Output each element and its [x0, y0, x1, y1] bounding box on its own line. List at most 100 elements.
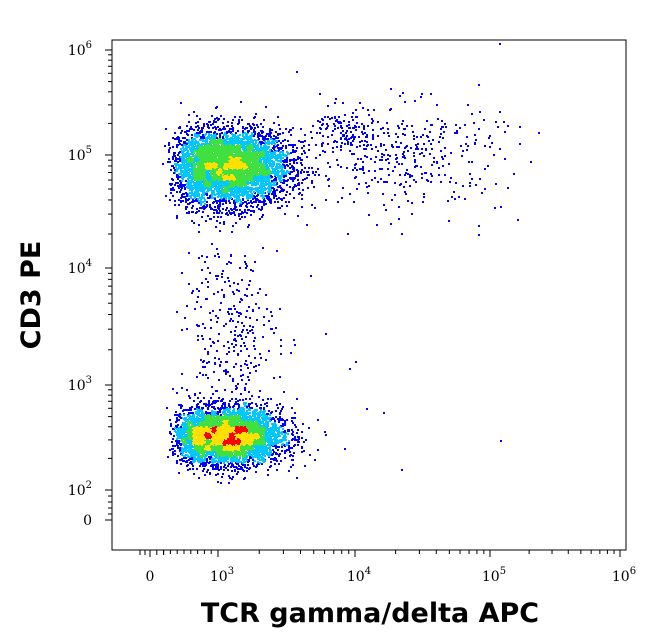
event-point	[177, 185, 179, 187]
event-point	[203, 205, 205, 207]
event-point	[176, 146, 178, 148]
event-point	[203, 125, 205, 127]
event-point	[275, 131, 277, 133]
event-point	[243, 193, 245, 195]
event-point	[217, 147, 219, 149]
event-point	[285, 201, 287, 203]
event-point	[183, 159, 185, 161]
event-point	[336, 159, 338, 161]
event-point	[280, 187, 282, 189]
event-point	[217, 192, 219, 194]
event-point	[192, 211, 194, 213]
event-point	[178, 173, 180, 175]
event-point	[231, 152, 233, 154]
event-point	[191, 140, 193, 142]
event-point	[177, 161, 179, 163]
event-point	[198, 195, 200, 197]
event-point	[288, 144, 290, 146]
event-point	[193, 111, 195, 113]
event-point	[188, 195, 190, 197]
event-point	[197, 198, 199, 200]
event-point	[238, 146, 240, 148]
event-point	[276, 140, 278, 142]
event-point	[219, 230, 221, 232]
event-point	[223, 196, 225, 198]
event-point	[228, 169, 230, 171]
event-point	[190, 180, 192, 182]
event-point	[275, 171, 277, 173]
event-point	[214, 198, 216, 200]
event-point	[251, 187, 253, 189]
event-point	[246, 206, 248, 208]
event-point	[217, 177, 219, 179]
event-point	[289, 173, 291, 175]
event-point	[238, 122, 240, 124]
event-point	[232, 176, 234, 178]
event-point	[218, 208, 220, 210]
event-point	[270, 152, 272, 154]
event-point	[275, 159, 277, 161]
event-point	[213, 212, 215, 214]
event-point	[288, 171, 290, 173]
event-point	[215, 121, 217, 123]
event-point	[268, 151, 270, 153]
event-point	[256, 165, 258, 167]
event-point	[251, 163, 253, 165]
event-point	[209, 218, 211, 220]
event-point	[210, 131, 212, 133]
event-point	[263, 119, 265, 121]
event-point	[188, 157, 190, 159]
event-point	[263, 139, 265, 141]
event-point	[190, 126, 192, 128]
event-point	[198, 147, 200, 149]
event-point	[238, 213, 240, 215]
event-point	[181, 180, 183, 182]
event-point	[308, 144, 310, 146]
event-point	[238, 163, 240, 165]
event-point	[201, 179, 203, 181]
event-point	[253, 135, 255, 137]
event-point	[223, 153, 225, 155]
event-point	[273, 188, 275, 190]
event-point	[191, 134, 193, 136]
event-point	[251, 193, 253, 195]
event-point	[286, 180, 288, 182]
event-point	[279, 177, 281, 179]
event-point	[271, 184, 273, 186]
event-point	[193, 183, 195, 185]
event-point	[198, 210, 200, 212]
event-point	[206, 173, 208, 175]
event-point	[172, 158, 174, 160]
event-point	[237, 199, 239, 201]
event-point	[231, 209, 233, 211]
event-point	[282, 182, 284, 184]
event-point	[173, 154, 175, 156]
event-point	[300, 171, 302, 173]
event-point	[237, 181, 239, 183]
event-point	[248, 224, 250, 226]
event-point	[188, 203, 190, 205]
event-point	[198, 187, 200, 189]
event-point	[189, 128, 191, 130]
event-point	[196, 186, 198, 188]
event-point	[258, 177, 260, 179]
event-point	[259, 200, 261, 202]
event-point	[292, 189, 294, 191]
event-point	[206, 137, 208, 139]
event-point	[252, 123, 254, 125]
event-point	[301, 194, 303, 196]
event-point	[295, 159, 297, 161]
event-point	[225, 198, 227, 200]
event-point	[219, 136, 221, 138]
event-point	[239, 134, 241, 136]
event-point	[226, 125, 228, 127]
event-point	[200, 149, 202, 151]
event-point	[214, 118, 216, 120]
event-point	[221, 178, 223, 180]
event-point	[213, 132, 215, 134]
event-point	[249, 187, 251, 189]
event-point	[187, 134, 189, 136]
event-point	[230, 213, 232, 215]
event-point	[196, 195, 198, 197]
event-point	[237, 144, 239, 146]
